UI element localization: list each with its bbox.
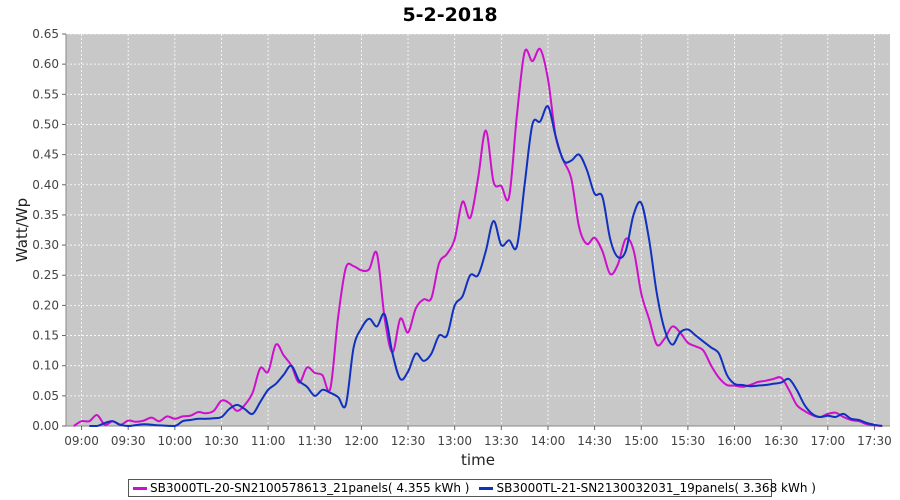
x-tick-label: 11:00 [251,434,286,448]
x-axis-label: time [461,451,495,469]
series-lines [73,47,883,427]
x-tick-label: 16:30 [764,434,799,448]
legend-label-series-2: SB3000TL-21-SN2130032031_19panels( 3.368… [496,481,816,495]
y-tick-label: 0.20 [32,298,59,312]
x-tick-label: 09:00 [64,434,99,448]
x-tick-label: 15:30 [671,434,706,448]
x-axis-ticks: 09:00 09:30 10:00 10:30 11:00 11:30 12:00 12:30… [64,426,892,448]
y-axis-ticks: 0.00 0.05 0.10 0.15 0.20 0.25 0.30 0.35 0.40 0.45… [32,27,66,433]
y-tick-label: 0.60 [32,57,59,71]
y-tick-label: 0.30 [32,238,59,252]
x-tick-label: 10:00 [158,434,193,448]
legend-item-series-2: SB3000TL-21-SN2130032031_19panels( 3.368… [479,481,816,495]
y-tick-label: 0.65 [32,27,59,41]
legend-item-series-1: SB3000TL-20-SN2100578613_21panels( 4.355… [133,481,469,495]
y-tick-label: 0.25 [32,268,59,282]
line-chart: 0.00 0.05 0.10 0.15 0.20 0.25 0.30 0.35 0.40 0.45… [13,27,892,469]
x-tick-label: 12:30 [391,434,426,448]
y-tick-label: 0.10 [32,359,59,373]
x-tick-label: 09:30 [111,434,146,448]
y-tick-label: 0.00 [32,419,59,433]
x-tick-label: 17:30 [857,434,892,448]
y-tick-label: 0.40 [32,178,59,192]
x-tick-label: 13:00 [437,434,472,448]
x-tick-label: 13:30 [484,434,519,448]
y-axis-label: Watt/Wp [13,198,31,262]
x-tick-label: 10:30 [204,434,239,448]
x-gridlines [81,34,875,426]
y-tick-label: 0.15 [32,329,59,343]
x-tick-label: 17:00 [811,434,846,448]
legend-swatch-series-2 [479,486,494,490]
y-tick-label: 0.35 [32,208,59,222]
legend-swatch-series-1 [133,486,147,490]
y-tick-label: 0.05 [32,389,59,403]
series-line-2 [89,105,883,427]
y-tick-label: 0.45 [32,148,59,162]
y-tick-label: 0.55 [32,87,59,101]
x-tick-label: 15:00 [624,434,659,448]
x-tick-label: 16:00 [717,434,752,448]
y-tick-label: 0.50 [32,117,59,131]
legend: SB3000TL-20-SN2100578613_21panels( 4.355… [128,479,816,497]
y-gridlines [66,33,890,397]
legend-label-series-1: SB3000TL-20-SN2100578613_21panels( 4.355… [150,481,470,495]
x-tick-label: 11:30 [297,434,332,448]
x-tick-label: 12:00 [344,434,379,448]
x-tick-label: 14:30 [577,434,612,448]
x-tick-label: 14:00 [531,434,566,448]
plot-area [66,34,890,426]
chart-title: 5-2-2018 [402,4,498,26]
